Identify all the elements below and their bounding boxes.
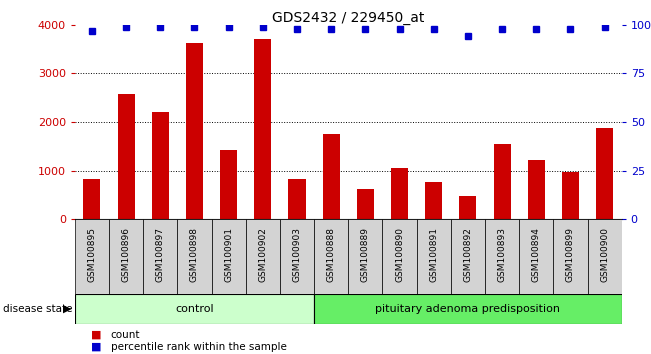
Text: GSM100897: GSM100897 — [156, 227, 165, 282]
Bar — [357, 189, 374, 219]
Bar — [186, 43, 203, 219]
Text: ■: ■ — [91, 342, 102, 352]
Bar — [280, 219, 314, 294]
Text: GSM100899: GSM100899 — [566, 227, 575, 282]
Bar — [460, 196, 477, 219]
Bar — [348, 219, 382, 294]
Bar — [528, 160, 545, 219]
Text: count: count — [111, 330, 140, 339]
Bar — [288, 178, 305, 219]
Text: GSM100894: GSM100894 — [532, 227, 541, 282]
Text: disease state: disease state — [3, 304, 73, 314]
Bar — [118, 94, 135, 219]
Text: GDS2432 / 229450_at: GDS2432 / 229450_at — [272, 11, 424, 25]
Bar — [553, 219, 587, 294]
Text: GSM100898: GSM100898 — [190, 227, 199, 282]
Bar — [143, 219, 177, 294]
Bar — [450, 219, 485, 294]
Bar — [391, 169, 408, 219]
Bar — [596, 129, 613, 219]
Bar — [75, 219, 109, 294]
Text: GSM100892: GSM100892 — [464, 227, 473, 282]
Bar — [314, 219, 348, 294]
Bar — [323, 134, 340, 219]
Bar — [562, 172, 579, 219]
Bar — [587, 219, 622, 294]
Text: ▶: ▶ — [63, 304, 72, 314]
Text: GSM100896: GSM100896 — [122, 227, 131, 282]
Text: GSM100889: GSM100889 — [361, 227, 370, 282]
Text: GSM100891: GSM100891 — [429, 227, 438, 282]
Text: GSM100888: GSM100888 — [327, 227, 336, 282]
Bar — [212, 219, 246, 294]
Text: percentile rank within the sample: percentile rank within the sample — [111, 342, 286, 352]
Bar — [485, 219, 519, 294]
Bar — [83, 179, 100, 219]
Bar — [152, 112, 169, 219]
Bar — [220, 150, 237, 219]
Bar — [519, 219, 553, 294]
Bar — [246, 219, 280, 294]
Text: GSM100890: GSM100890 — [395, 227, 404, 282]
Text: GSM100903: GSM100903 — [292, 227, 301, 282]
Bar — [493, 143, 510, 219]
Text: GSM100893: GSM100893 — [497, 227, 506, 282]
Bar — [75, 294, 314, 324]
Bar — [177, 219, 212, 294]
Text: ■: ■ — [91, 330, 102, 339]
Text: pituitary adenoma predisposition: pituitary adenoma predisposition — [376, 304, 561, 314]
Bar — [314, 294, 622, 324]
Text: GSM100895: GSM100895 — [87, 227, 96, 282]
Text: GSM100902: GSM100902 — [258, 227, 268, 282]
Bar — [109, 219, 143, 294]
Bar — [382, 219, 417, 294]
Bar — [417, 219, 450, 294]
Text: control: control — [175, 304, 214, 314]
Text: GSM100901: GSM100901 — [224, 227, 233, 282]
Bar — [255, 39, 271, 219]
Text: GSM100900: GSM100900 — [600, 227, 609, 282]
Bar — [425, 182, 442, 219]
